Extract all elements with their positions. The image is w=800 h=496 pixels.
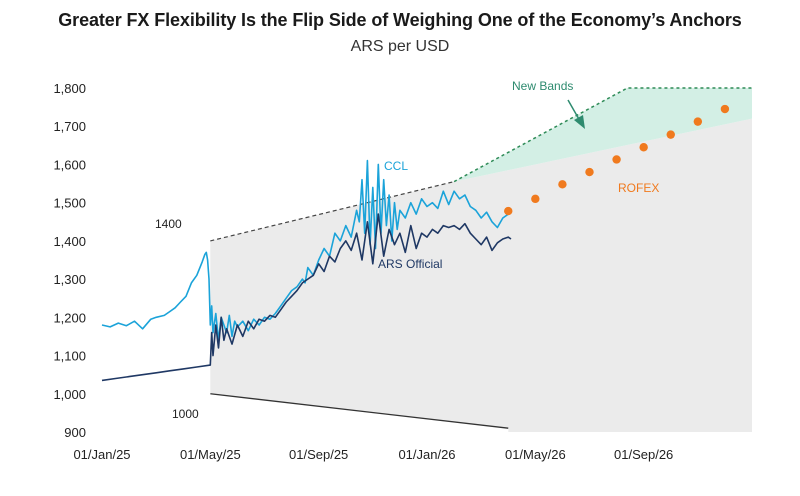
lower-band-start-label: 1000: [172, 407, 199, 421]
chart-title: Greater FX Flexibility Is the Flip Side …: [58, 10, 742, 30]
y-tick-label: 1,500: [53, 196, 86, 211]
new-bands-arrowhead: [574, 115, 585, 129]
y-tick-label: 1,000: [53, 387, 86, 402]
y-tick-label: 900: [64, 425, 86, 440]
rofex-point: [612, 155, 621, 164]
annotation-group: CCL ARS Official ROFEX New Bands 1400 10…: [155, 79, 659, 421]
ars-official-label: ARS Official: [378, 257, 442, 271]
rofex-point: [558, 180, 567, 189]
rofex-point: [666, 130, 675, 139]
y-tick-label: 1,100: [53, 349, 86, 364]
new-bands-label: New Bands: [512, 79, 573, 93]
old-lower-band-line: [210, 393, 509, 429]
y-tick-label: 1,300: [53, 272, 86, 287]
axis-group: 900 1,000 1,100 1,200 1,300 1,400 1,500 1,600 1,…: [53, 81, 673, 462]
y-tick-label: 1,800: [53, 81, 86, 96]
series-group: [101, 104, 730, 382]
x-tick-label: 01/May/26: [505, 447, 566, 462]
x-tick-label: 01/May/25: [180, 447, 241, 462]
ccl-label: CCL: [384, 159, 408, 173]
old-band-area: [210, 118, 753, 432]
x-tick-label: 01/Sep/25: [289, 447, 348, 462]
x-tick-label: 01/Sep/26: [614, 447, 673, 462]
rofex-point: [585, 167, 594, 177]
y-tick-label: 1,700: [53, 119, 86, 134]
upper-band-start-label: 1400: [155, 217, 182, 231]
chart-subtitle: ARS per USD: [350, 38, 450, 55]
y-tick-label: 1,400: [53, 234, 86, 249]
rofex-point: [504, 206, 513, 216]
x-tick-label: 01/Jan/25: [73, 447, 130, 462]
y-tick-label: 1,600: [53, 157, 86, 172]
new-bands-arrow: [567, 99, 581, 122]
ccl-line: [101, 159, 512, 342]
rofex-point: [720, 104, 730, 114]
new-band-area: [454, 88, 752, 182]
rofex-point: [639, 143, 648, 152]
x-tick-label: 01/Jan/26: [398, 447, 455, 462]
rofex-label: ROFEX: [618, 181, 659, 195]
ars-official-line: [101, 213, 512, 382]
band-fill-group: [210, 87, 753, 432]
y-tick-label: 1,200: [53, 310, 86, 325]
rofex-point: [693, 117, 703, 126]
rofex-point: [531, 194, 540, 204]
